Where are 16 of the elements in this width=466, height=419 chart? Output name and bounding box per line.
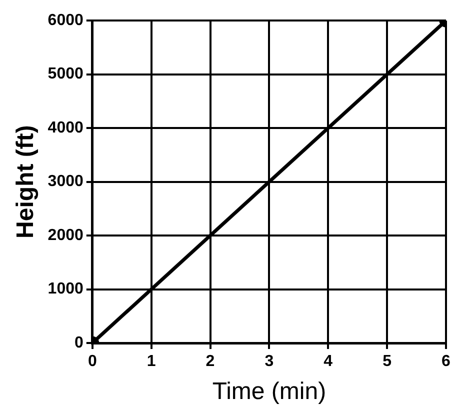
- y-tick-label: 4000: [48, 119, 84, 136]
- x-tick-label: 3: [264, 353, 274, 370]
- x-tick-label: 0: [88, 353, 97, 370]
- y-tick-label: 0: [74, 334, 84, 352]
- x-tick-label: 2: [206, 353, 215, 370]
- y-tick-label: 6000: [48, 12, 84, 30]
- y-axis-title: Height (ft): [12, 125, 40, 238]
- x-tick-label: 5: [382, 353, 392, 370]
- x-tick-label: 6: [442, 353, 451, 370]
- y-tick-label: 3000: [48, 173, 84, 190]
- x-axis-title: Time (min): [212, 378, 326, 406]
- y-tick-label: 2000: [48, 226, 84, 244]
- x-tick-label: 4: [324, 353, 333, 370]
- y-tick-label: 5000: [48, 66, 84, 83]
- x-tick-label: 1: [146, 353, 156, 370]
- y-tick-label: 1000: [48, 280, 84, 298]
